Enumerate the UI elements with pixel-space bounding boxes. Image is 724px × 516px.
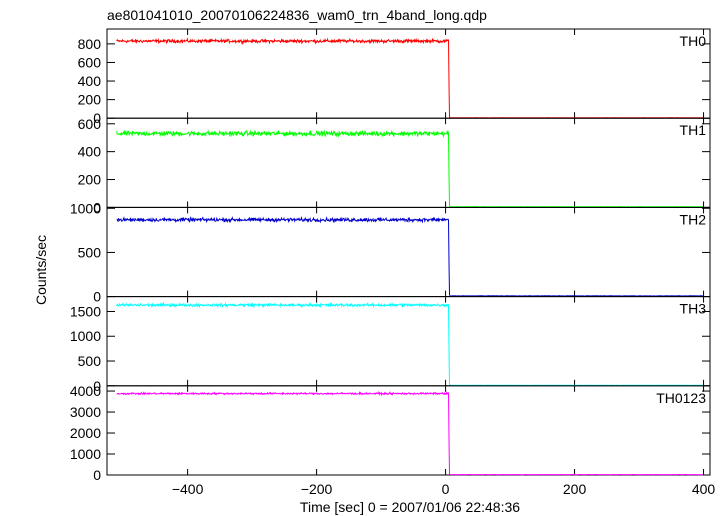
panel-label-TH2: TH2 xyxy=(680,211,707,227)
y-tick-label-TH0123: 4000 xyxy=(70,383,101,399)
y-tick-label-TH3: 0 xyxy=(93,378,101,394)
series-line-TH3 xyxy=(116,301,703,386)
x-tick-label: 400 xyxy=(692,481,716,497)
y-tick-label-TH1: 600 xyxy=(78,116,102,132)
panels-group: 0 200 400 600 800 TH0 0 200 400 600 TH1 0 500 1000 TH2… xyxy=(70,28,716,497)
y-tick-label-TH0: 200 xyxy=(78,92,102,108)
panel-frame-TH2 xyxy=(106,206,711,298)
y-tick-label-TH0: 800 xyxy=(78,36,102,52)
y-tick-label-TH3: 1000 xyxy=(70,328,101,344)
x-tick-label: −400 xyxy=(172,481,204,497)
y-tick-label-TH3: 1500 xyxy=(70,303,101,319)
panel-label-TH1: TH1 xyxy=(680,122,707,138)
y-tick-label-TH0123: 1000 xyxy=(70,446,101,462)
y-tick-label-TH0123: 0 xyxy=(93,467,101,483)
x-axis-label: Time [sec] 0 = 2007/01/06 22:48:36 xyxy=(300,499,520,515)
panel-frame-TH1 xyxy=(106,117,711,208)
x-tick-label: 200 xyxy=(563,481,587,497)
y-axis-label: Counts/sec xyxy=(33,235,49,305)
y-tick-label-TH2: 0 xyxy=(93,289,101,305)
y-tick-label-TH0123: 3000 xyxy=(70,404,101,420)
panel-frame-TH0123 xyxy=(106,385,711,476)
y-tick-label-TH0: 0 xyxy=(93,110,101,126)
x-tick-label: 0 xyxy=(442,481,450,497)
panel-label-TH3: TH3 xyxy=(680,301,707,317)
y-tick-label-TH1: 0 xyxy=(93,199,101,215)
chart-title: ae801041010_20070106224836_wam0_trn_4ban… xyxy=(107,7,487,23)
y-tick-label-TH0123: 2000 xyxy=(70,425,101,441)
series-line-TH1 xyxy=(116,129,703,208)
y-tick-label-TH1: 400 xyxy=(78,144,102,160)
y-tick-label-TH0: 600 xyxy=(78,54,102,70)
y-tick-label-TH2: 500 xyxy=(78,244,102,260)
series-line-TH0 xyxy=(116,37,703,119)
panel-frame-TH3 xyxy=(106,296,711,387)
y-tick-label-TH1: 200 xyxy=(78,172,102,188)
series-line-TH0123 xyxy=(116,390,703,476)
panel-label-TH0123: TH0123 xyxy=(656,390,706,406)
y-tick-label-TH0: 400 xyxy=(78,73,102,89)
y-tick-label-TH3: 500 xyxy=(78,353,102,369)
panel-label-TH0: TH0 xyxy=(680,33,707,49)
x-tick-label: −200 xyxy=(301,481,333,497)
series-line-TH2 xyxy=(116,216,703,297)
y-tick-label-TH2: 1000 xyxy=(70,200,101,216)
